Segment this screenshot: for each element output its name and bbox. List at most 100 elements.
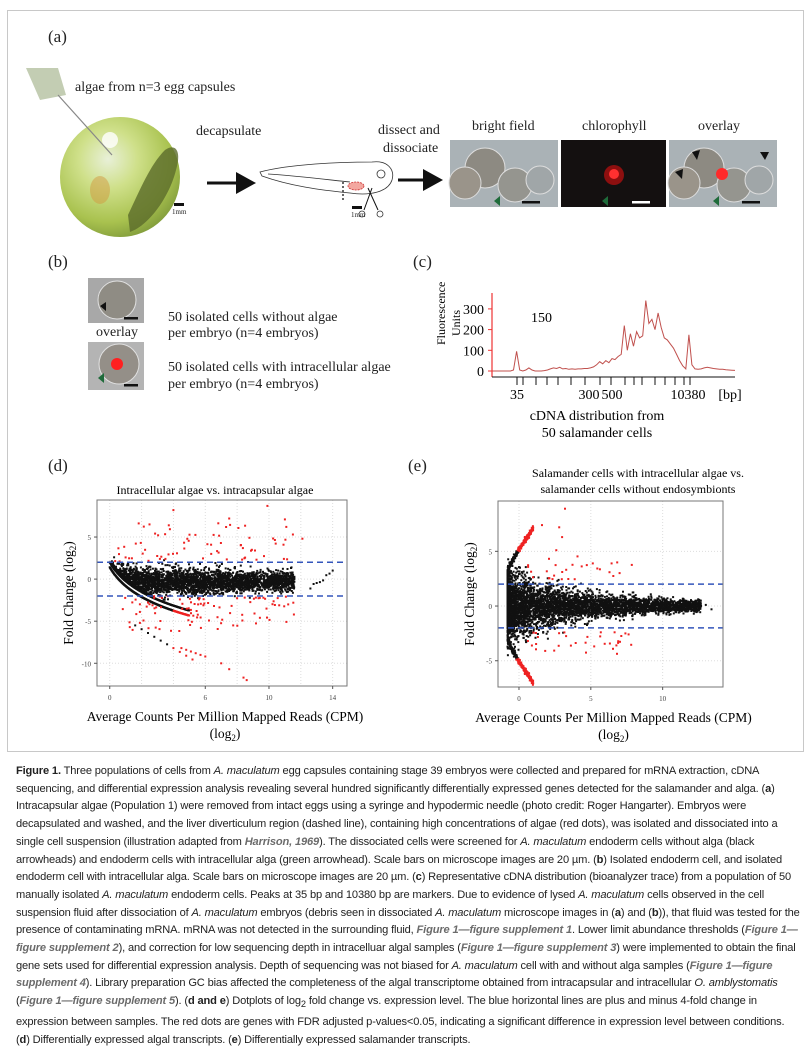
gene-point <box>549 613 552 616</box>
gene-point <box>275 583 278 586</box>
gene-point <box>123 569 126 572</box>
significant-gene-point <box>202 604 205 607</box>
gene-point <box>223 579 226 582</box>
significant-gene-point <box>262 596 265 599</box>
gene-point <box>521 571 523 574</box>
gene-point <box>281 590 284 593</box>
x-tick-label: 10380 <box>671 388 706 403</box>
gene-point <box>157 586 159 589</box>
gene-point <box>191 591 194 594</box>
data-points <box>108 504 334 682</box>
gene-point <box>182 571 185 574</box>
gene-point <box>229 584 232 587</box>
gene-point <box>218 574 221 577</box>
gene-point <box>178 574 181 577</box>
row2-line1: 50 isolated cells with intracellular alg… <box>168 360 391 375</box>
gene-point <box>136 577 139 580</box>
gene-point <box>125 578 128 581</box>
significant-gene-point <box>167 524 170 527</box>
gene-point <box>534 594 537 597</box>
gene-point <box>166 587 169 590</box>
gene-point <box>186 584 189 587</box>
significant-gene-point <box>183 547 186 550</box>
gene-point <box>239 592 242 595</box>
scale-bar-1mm-egg <box>174 203 184 206</box>
gene-point <box>227 578 230 581</box>
gene-point <box>279 582 282 585</box>
gene-point <box>268 586 271 589</box>
gene-point <box>256 581 259 584</box>
gene-point <box>200 584 203 587</box>
gene-point <box>265 578 268 581</box>
syringe-label: algae from n=3 egg capsules <box>75 80 236 95</box>
gene-point <box>240 592 243 595</box>
gene-point <box>668 613 671 616</box>
gene-point <box>183 589 186 592</box>
gene-point <box>546 616 549 619</box>
gene-point <box>318 581 321 584</box>
gene-point <box>214 582 217 585</box>
gene-point <box>214 577 217 580</box>
gene-point <box>144 585 147 588</box>
gene-point <box>152 584 155 587</box>
gene-point <box>154 567 157 570</box>
gene-point <box>148 572 151 575</box>
gene-point <box>290 582 293 585</box>
gene-point <box>195 585 198 588</box>
gene-point <box>190 587 192 590</box>
x-unit-label: [bp] <box>718 388 741 403</box>
significant-gene-point <box>218 606 221 609</box>
gene-point <box>208 584 211 587</box>
gene-point <box>153 573 156 576</box>
gene-point <box>134 577 137 580</box>
gene-point <box>259 576 262 579</box>
gene-point <box>221 581 224 584</box>
gene-point <box>170 581 173 583</box>
gene-point <box>201 592 204 595</box>
gene-point <box>174 563 177 566</box>
gene-point <box>208 592 211 595</box>
gene-point <box>589 588 592 591</box>
gene-point <box>624 597 626 600</box>
gene-point <box>172 581 175 584</box>
gene-point <box>193 594 196 597</box>
significant-gene-point <box>138 621 141 624</box>
gene-point <box>248 580 251 583</box>
gene-point <box>210 581 212 584</box>
gene-point <box>213 576 216 579</box>
gene-point <box>144 577 147 580</box>
gene-point <box>201 582 204 585</box>
gene-point <box>621 594 624 597</box>
gene-point <box>548 619 551 622</box>
gene-point <box>144 583 146 586</box>
significant-gene-point <box>170 629 172 632</box>
significant-gene-point <box>147 601 149 604</box>
gene-point <box>168 590 171 593</box>
significant-gene-point <box>187 539 190 542</box>
gene-point <box>252 572 254 575</box>
gene-point <box>141 582 144 585</box>
significant-gene-point <box>192 614 195 617</box>
gene-point <box>186 570 189 573</box>
gene-point <box>167 585 170 588</box>
gene-point <box>195 589 198 592</box>
gene-point <box>285 575 288 578</box>
significant-gene-point <box>189 650 192 653</box>
gene-point <box>258 578 261 581</box>
gene-point <box>212 583 215 586</box>
gene-point <box>122 567 125 570</box>
significant-gene-point <box>185 648 188 651</box>
gene-point <box>182 570 185 573</box>
x-axis-label-line1: cDNA distribution from <box>530 409 665 424</box>
gene-point <box>222 593 225 596</box>
gene-point <box>223 574 226 577</box>
gene-point <box>555 591 558 594</box>
significant-gene-point <box>153 607 156 610</box>
gene-point <box>162 580 165 583</box>
gene-point <box>204 587 207 589</box>
gene-point <box>242 590 245 593</box>
gene-point <box>210 570 213 573</box>
gene-point <box>130 582 133 585</box>
gene-point <box>258 580 261 583</box>
gene-point <box>144 575 147 578</box>
